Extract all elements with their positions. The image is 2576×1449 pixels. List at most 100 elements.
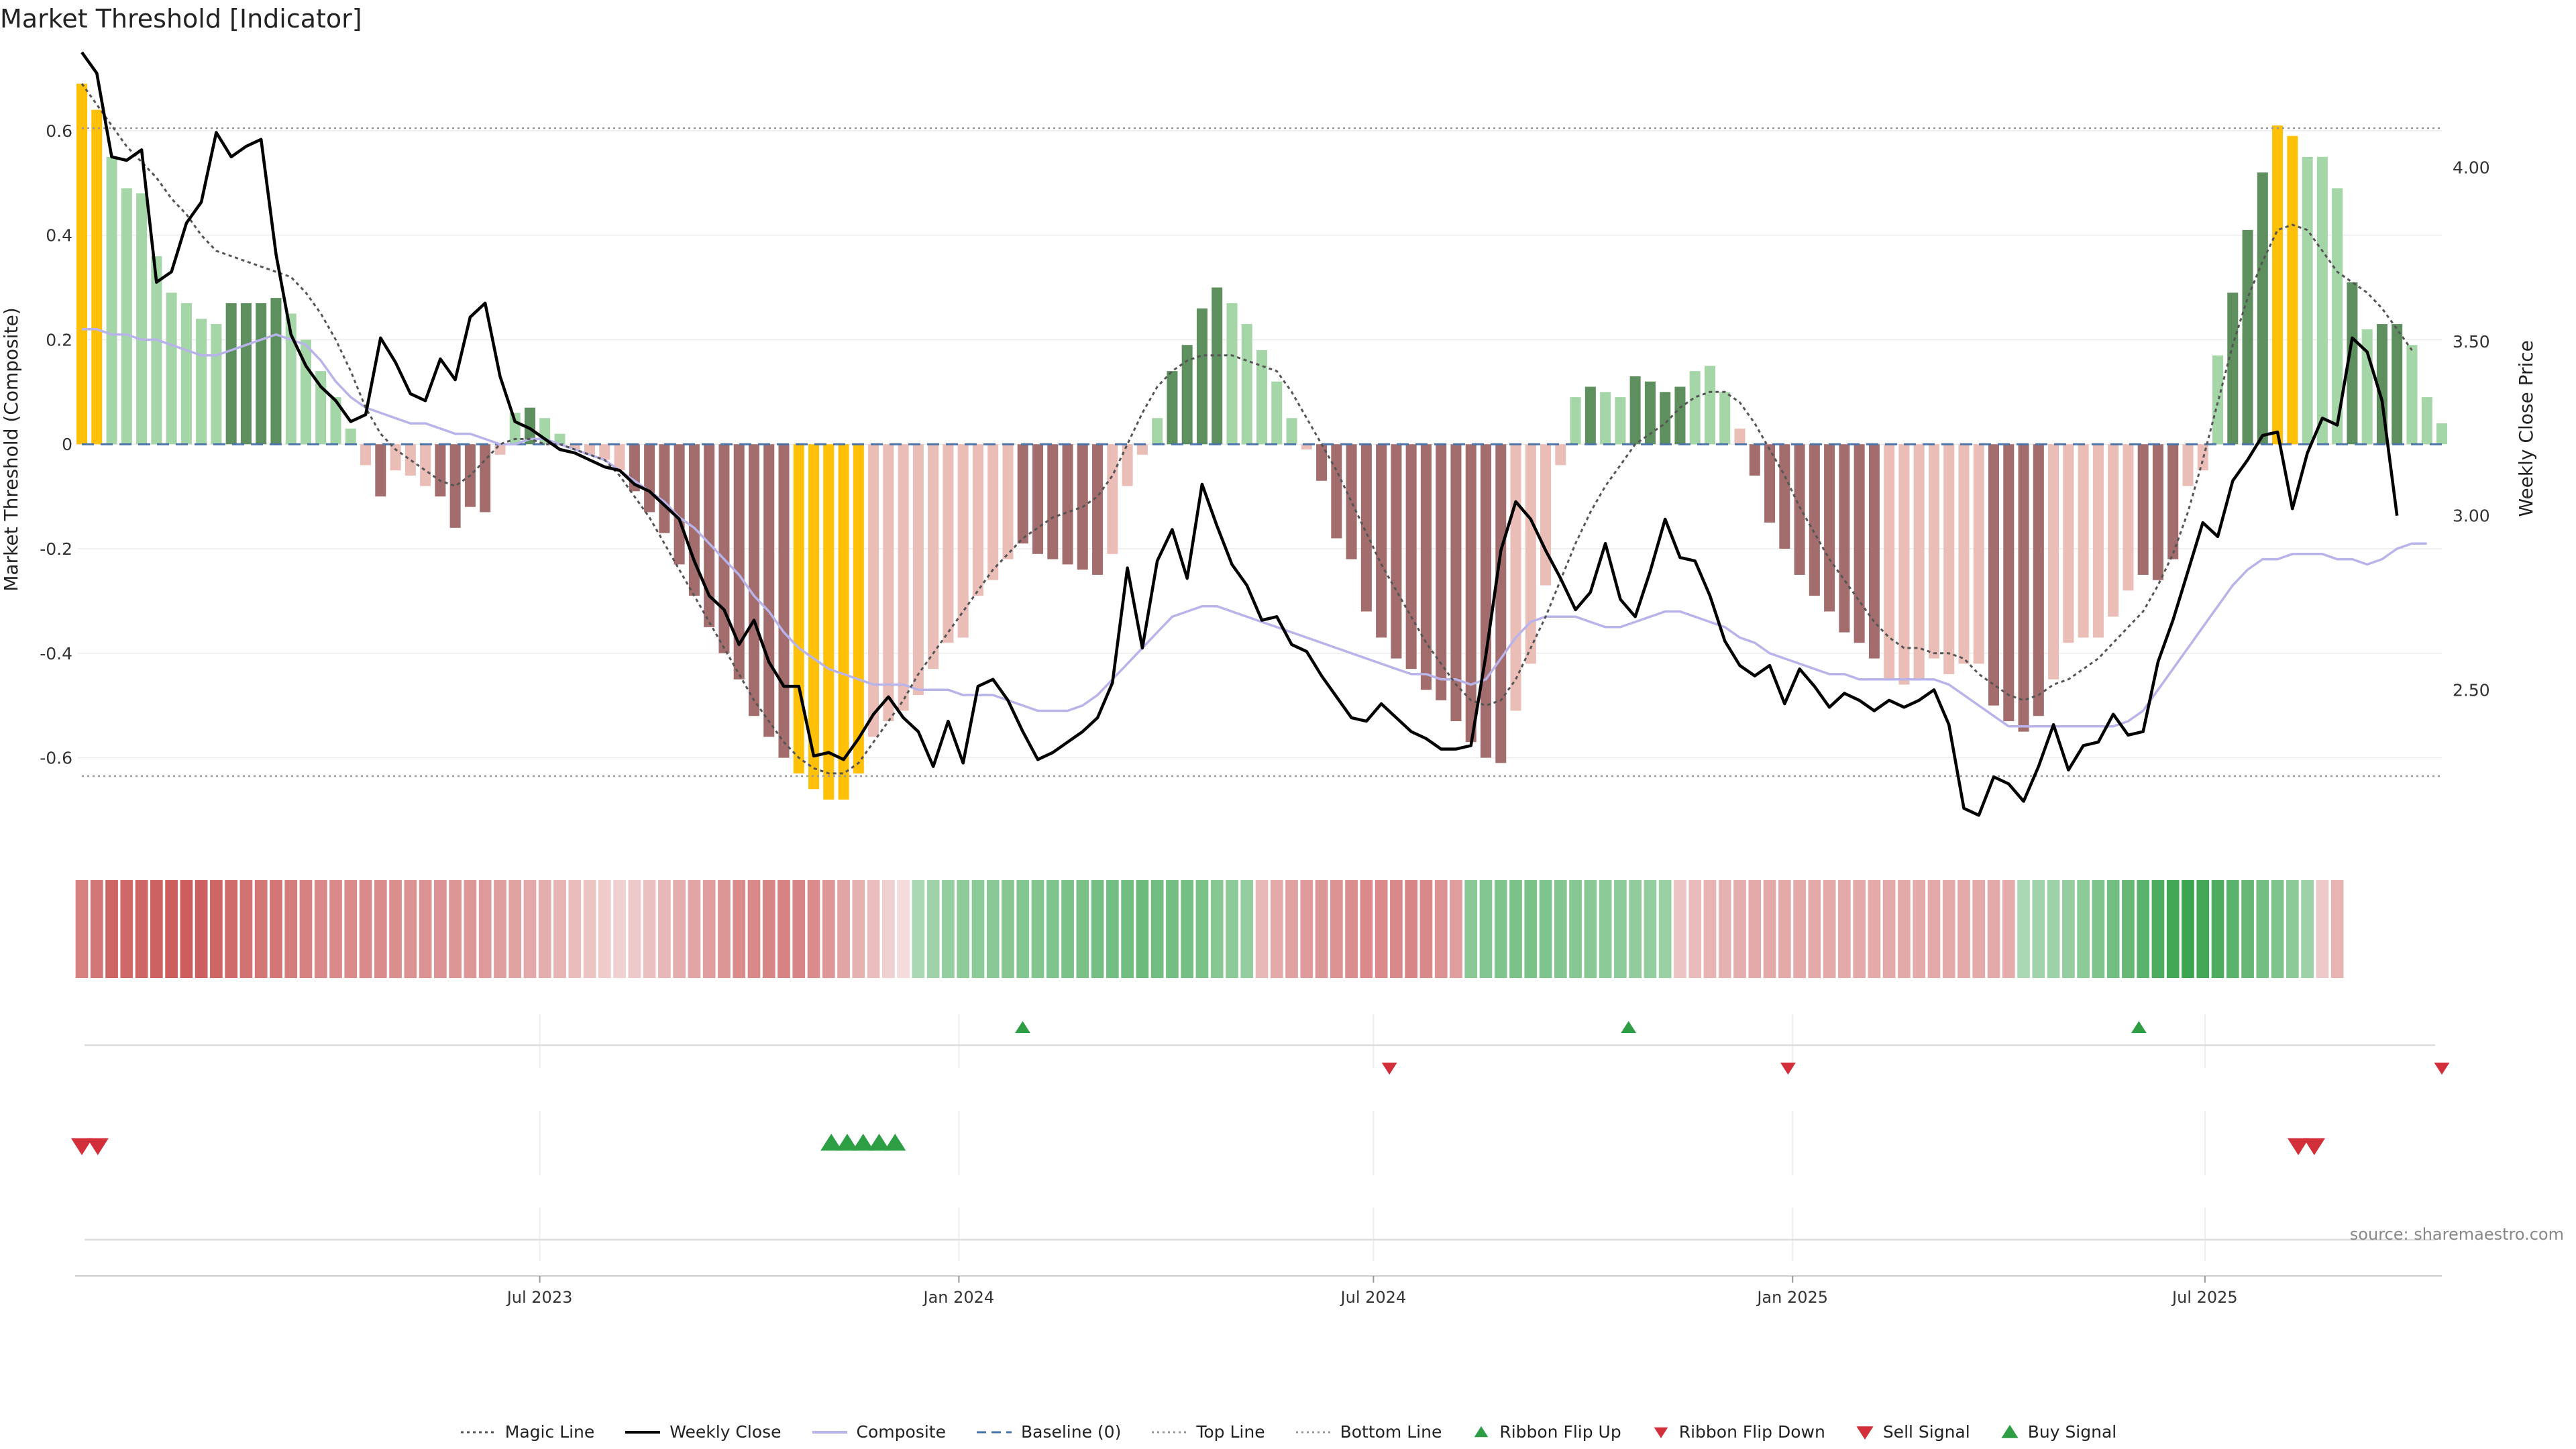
y-tick-left: 0: [62, 435, 72, 454]
ribbon-cell: [75, 880, 89, 978]
x-tick-label: Jul 2024: [1340, 1288, 1407, 1307]
ribbon-cell: [284, 880, 298, 978]
composite-bar: [76, 83, 88, 445]
ribbon-cell: [792, 880, 806, 978]
ribbon-cell: [658, 880, 671, 978]
ribbon-cell: [1778, 880, 1791, 978]
ribbon-cell: [1838, 880, 1851, 978]
ribbon-cell: [1255, 880, 1269, 978]
magic-line: [80, 83, 2413, 775]
ribbon-cell: [673, 880, 686, 978]
composite-bar: [584, 444, 596, 455]
legend-item: Bottom Line: [1295, 1422, 1442, 1442]
legend-swatch: [625, 1430, 661, 1434]
composite-bar: [943, 444, 954, 643]
composite-bar: [435, 444, 446, 497]
legend-item: Baseline (0): [975, 1422, 1121, 1442]
ribbon-cell: [702, 880, 716, 978]
ribbon-cell: [1658, 880, 1672, 978]
composite-bar: [2182, 444, 2194, 486]
ribbon-cell: [688, 880, 701, 978]
ribbon-cell: [912, 880, 925, 978]
composite-bar: [2078, 444, 2089, 638]
ribbon-cell: [1554, 880, 1567, 978]
ribbon-cell: [867, 880, 880, 978]
sell-signal-marker: [2303, 1138, 2325, 1155]
ribbon-cell: [434, 880, 447, 978]
composite-bar: [1884, 444, 1895, 680]
ribbon-cell: [1584, 880, 1597, 978]
composite-bar: [2302, 156, 2313, 445]
chart-title: Market Threshold [Indicator]: [0, 4, 362, 34]
composite-bar: [1480, 444, 1492, 758]
ribbon-cell: [1808, 880, 1821, 978]
legend-label: Bottom Line: [1340, 1422, 1442, 1442]
composite-bar: [1824, 444, 1835, 612]
legend-swatch: [1474, 1426, 1489, 1437]
ribbon-cell: [150, 880, 163, 978]
ribbon-cell: [1450, 880, 1462, 978]
y-tick-right: 4.00: [2453, 158, 2490, 177]
composite-bar: [1958, 444, 1970, 664]
ribbon-cell: [1405, 880, 1418, 978]
composite-bar: [151, 256, 162, 445]
composite-bar: [1629, 376, 1641, 445]
composite-bar: [121, 188, 132, 445]
ribbon-cell: [2002, 880, 2015, 978]
ribbon-cell: [2151, 880, 2165, 978]
composite-bar: [1898, 444, 1910, 685]
legend-item: Sell Signal: [1855, 1422, 1970, 1442]
composite-bar: [2033, 444, 2044, 716]
ribbon-cell: [822, 880, 835, 978]
ribbon-cell: [1091, 880, 1104, 978]
ribbon-cell: [1868, 880, 1881, 978]
composite-bar: [1376, 444, 1387, 638]
composite-bar: [1331, 444, 1342, 539]
composite-bar: [928, 444, 939, 669]
ribbon-cell: [1390, 880, 1403, 978]
ribbon-flip-down-marker: [1381, 1063, 1397, 1075]
ribbon-cell: [1644, 880, 1657, 978]
ribbon-cell: [2182, 880, 2194, 978]
legend-swatch: [812, 1430, 847, 1434]
composite-bar: [1436, 444, 1447, 700]
composite-bar: [360, 444, 372, 466]
ribbon-cell: [1240, 880, 1254, 978]
ribbon-cell: [1688, 880, 1702, 978]
legend-label: Baseline (0): [1020, 1422, 1122, 1442]
composite-bar: [420, 444, 431, 486]
composite-bar: [883, 444, 894, 722]
composite-bar: [509, 413, 521, 445]
ribbon-cell: [568, 880, 582, 978]
ribbon-cell: [2092, 880, 2105, 978]
composite-bar: [2436, 423, 2448, 445]
composite-bar: [554, 433, 566, 445]
legend-label: Composite: [856, 1422, 946, 1442]
composite-bar: [270, 298, 282, 445]
ribbon-cell: [2122, 880, 2135, 978]
composite-bar: [1092, 444, 1104, 575]
composite-bar: [2063, 444, 2074, 643]
ribbon-cell: [2211, 880, 2224, 978]
composite-bar: [2406, 345, 2418, 445]
composite-bar: [1405, 444, 1417, 669]
ribbon-cell: [1330, 880, 1343, 978]
composite-bar: [1062, 444, 1073, 565]
composite-bar: [1152, 418, 1163, 445]
ribbon-cell: [882, 880, 895, 978]
composite-bar: [1689, 371, 1701, 445]
ribbon-cell: [1823, 880, 1836, 978]
ribbon-cell: [1046, 880, 1059, 978]
composite-bar: [1226, 303, 1238, 445]
composite-bar: [1839, 444, 1850, 633]
ribbon-cell: [1285, 880, 1298, 978]
ribbon-cell: [1718, 880, 1731, 978]
composite-bar: [957, 444, 969, 638]
composite-bar: [1615, 397, 1626, 445]
composite-bar: [1360, 444, 1372, 612]
ribbon-cell: [210, 880, 223, 978]
y-axis-label-right: Weekly Close Price: [2515, 340, 2537, 517]
ribbon-cell: [1464, 880, 1478, 978]
y-tick-right: 3.50: [2453, 332, 2490, 352]
